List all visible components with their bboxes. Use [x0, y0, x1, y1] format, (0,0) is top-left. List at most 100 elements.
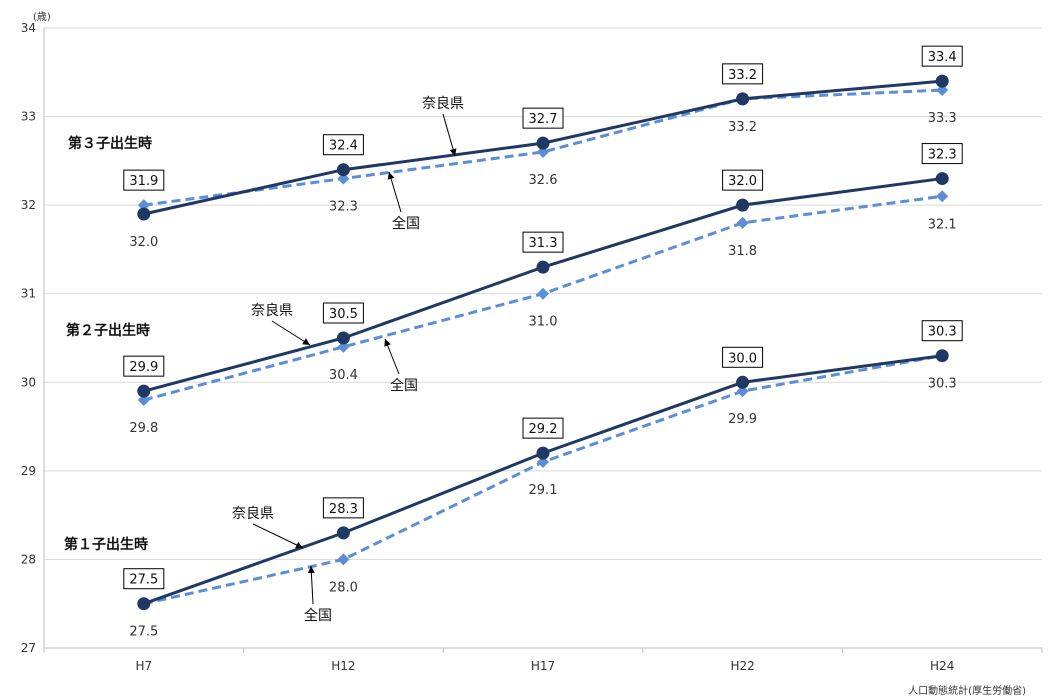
national-point	[736, 385, 749, 398]
series-label-national: 全国	[304, 607, 332, 624]
nara-point	[137, 597, 151, 611]
nara-data-label: 32.3	[928, 148, 957, 163]
x-tick-label: H24	[930, 659, 954, 673]
nara-label-box	[522, 231, 564, 253]
y-unit-label: (歳)	[33, 11, 51, 23]
nara-label-box	[322, 497, 364, 519]
national-data-label: 29.8	[129, 421, 158, 436]
national-data-label: 28.0	[329, 580, 358, 595]
national-data-label: 32.3	[329, 200, 358, 215]
data-label-layer: 31.9 32.4 32.7 33.2 33.4 32.0 32.3 32.6 33.2 33.3…	[123, 45, 963, 640]
national-point	[537, 287, 549, 300]
national-point	[736, 216, 749, 229]
nara-point	[336, 526, 350, 540]
national-point	[337, 172, 350, 185]
group-label: 第２子出生時	[66, 322, 150, 339]
nara-label-box	[123, 169, 165, 191]
national-point	[936, 190, 949, 203]
national-data-label: 30.3	[928, 377, 957, 392]
nara-label-box	[722, 346, 764, 368]
nara-data-label: 30.3	[928, 325, 957, 340]
arrow-head	[384, 339, 391, 347]
x-tick-label: H12	[331, 659, 355, 673]
nara-label-box	[522, 107, 564, 129]
nara-label-box	[322, 302, 364, 324]
y-tick-label: 33	[21, 110, 36, 124]
national-data-label: 29.9	[728, 412, 757, 427]
nara-label-box	[123, 568, 165, 590]
nara-data-label: 30.0	[728, 351, 757, 366]
nara-data-label: 33.4	[928, 50, 957, 65]
y-tick-label: 28	[21, 552, 36, 566]
series-label-nara: 奈良県	[251, 303, 293, 319]
nara-point	[536, 136, 550, 150]
national-data-label: 32.0	[129, 235, 158, 250]
national-data-label: 32.6	[529, 173, 558, 188]
arrow-head	[295, 541, 303, 549]
nara-data-label: 29.9	[129, 360, 158, 375]
series-label-national: 全国	[390, 377, 418, 394]
arrow-head	[302, 338, 310, 345]
national-data-label: 32.1	[928, 217, 957, 232]
nara-data-label: 27.5	[129, 573, 158, 588]
nara-point	[536, 260, 550, 274]
nara-data-label: 32.7	[529, 112, 558, 127]
annotation-arrow	[442, 113, 456, 157]
national-data-label: 31.8	[728, 244, 757, 259]
nara-point	[137, 207, 151, 221]
national-point	[137, 394, 150, 406]
annotation-arrow	[252, 523, 304, 549]
nara-data-label: 29.2	[529, 422, 558, 437]
arrow-head	[387, 172, 395, 180]
national-data-label: 33.3	[928, 111, 957, 126]
national-data-label: 30.4	[329, 368, 358, 383]
nara-point	[736, 198, 750, 212]
nara-label-box	[921, 45, 963, 67]
nara-label-box	[921, 320, 963, 342]
nara-point	[336, 163, 350, 177]
x-tick-label: H17	[531, 659, 555, 673]
nara-label-box	[522, 417, 564, 439]
nara-point	[935, 172, 949, 186]
series-line-nara	[143, 354, 943, 606]
national-data-label: 33.2	[728, 120, 757, 135]
group-label: 第３子出生時	[68, 135, 152, 152]
nara-label-box	[921, 143, 963, 165]
series-line-national	[143, 354, 943, 606]
nara-label-box	[123, 355, 165, 377]
x-tick-label: H7	[135, 659, 152, 673]
nara-data-label: 32.4	[329, 139, 358, 154]
nara-data-label: 30.5	[329, 307, 358, 322]
nara-data-label: 31.9	[129, 174, 158, 189]
nara-point	[137, 384, 151, 398]
national-point	[137, 199, 150, 212]
y-tick-label: 29	[21, 464, 36, 478]
annotation-arrow	[271, 320, 311, 346]
x-tick-label: H22	[730, 659, 754, 673]
nara-label-box	[722, 63, 764, 85]
nara-data-label: 31.3	[529, 236, 558, 251]
national-data-label: 31.0	[529, 315, 558, 330]
series-line-nara	[143, 177, 943, 393]
nara-data-label: 28.3	[329, 502, 358, 517]
nara-point	[935, 349, 949, 363]
national-data-label: 27.5	[129, 625, 158, 640]
y-tick-label: 27	[21, 641, 36, 655]
nara-point	[536, 446, 550, 460]
y-tick-label: 34	[21, 21, 36, 35]
nara-label-box	[322, 134, 364, 156]
arrow-head	[449, 148, 457, 156]
source-note: 人口動態統計(厚生労働省)	[908, 684, 1026, 697]
nara-data-label: 32.0	[728, 174, 757, 189]
series-layer	[137, 74, 949, 611]
nara-point	[336, 331, 350, 345]
national-point	[537, 456, 549, 468]
y-tick-label: 32	[21, 198, 36, 212]
national-point	[337, 340, 350, 353]
national-data-label: 29.1	[529, 483, 558, 498]
y-tick-label: 30	[21, 375, 36, 389]
arrow-head	[307, 566, 315, 574]
nara-data-label: 33.2	[728, 68, 757, 83]
nara-point	[736, 375, 750, 389]
